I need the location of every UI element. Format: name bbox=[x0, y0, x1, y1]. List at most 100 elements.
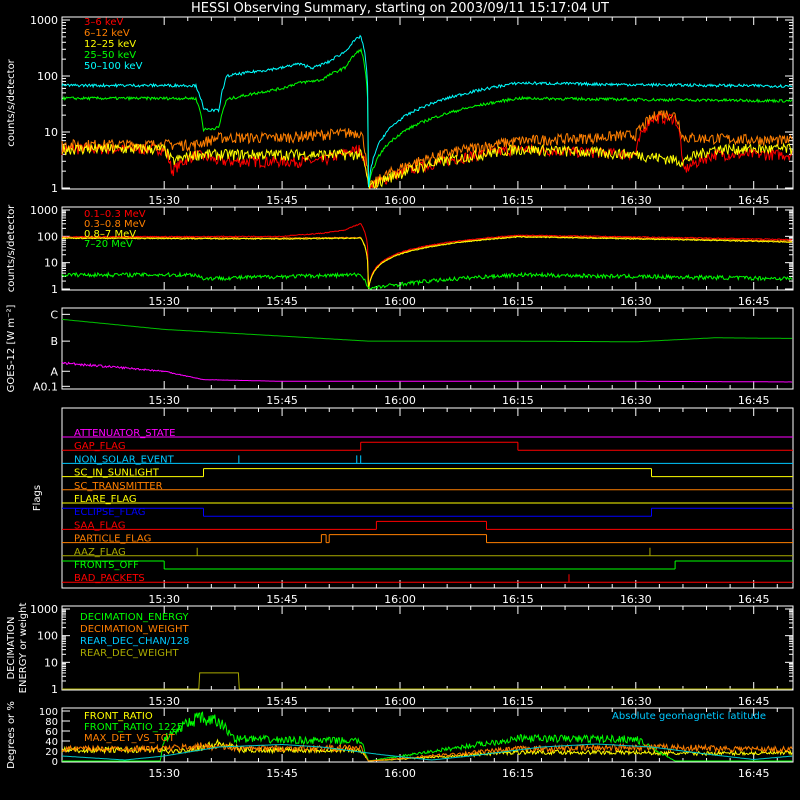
x-tick-label: 16:15 bbox=[502, 394, 534, 407]
flag-label: SC_IN_SUNLIGHT bbox=[74, 468, 160, 479]
ratio-series-line bbox=[62, 711, 793, 762]
x-tick-label: 15:45 bbox=[266, 695, 298, 708]
legend-entry: MAX_DET_VS_TOT bbox=[84, 733, 176, 744]
x-tick-label: 16:00 bbox=[384, 394, 416, 407]
x-tick-label: 16:45 bbox=[738, 695, 770, 708]
y-axis-label: DECIMATION bbox=[6, 616, 17, 679]
gamma-series-line bbox=[61, 271, 793, 290]
y-tick-label: 10 bbox=[44, 126, 58, 139]
geomag-annotation: Absolute geomagnetic latitude bbox=[612, 711, 766, 722]
y-tick-label: 1 bbox=[51, 283, 58, 296]
x-tick-label: 16:30 bbox=[620, 194, 652, 207]
x-tick-label: 15:30 bbox=[148, 593, 180, 606]
y-tick-label: 20 bbox=[45, 747, 58, 758]
x-tick-label: 16:15 bbox=[502, 695, 534, 708]
y-tick-label: 100 bbox=[37, 70, 58, 83]
legend-entry: 0.8–7 MeV bbox=[84, 229, 136, 240]
flag-trace bbox=[62, 560, 793, 570]
x-tick-label: 15:45 bbox=[266, 295, 298, 308]
legend-entry: FRONT_RATIO bbox=[84, 711, 153, 722]
flag-label: NON_SOLAR_EVENT bbox=[74, 454, 175, 465]
x-tick-label: 16:00 bbox=[384, 593, 416, 606]
y-axis-label: ENERGY or weight bbox=[18, 603, 29, 694]
flag-label: BAD_PACKETS bbox=[74, 573, 145, 584]
xray-series-line bbox=[62, 47, 793, 188]
y-tick-label: 60 bbox=[45, 727, 58, 738]
flag-label: FLARE_FLAG bbox=[74, 494, 137, 505]
xray-series-line bbox=[61, 110, 793, 189]
xray-series-line bbox=[61, 142, 793, 190]
y-axis-label: GOES-12 [W m⁻²] bbox=[6, 305, 17, 393]
x-tick-label: 16:00 bbox=[384, 194, 416, 207]
x-tick-label: 15:30 bbox=[148, 295, 180, 308]
flag-trace bbox=[62, 455, 793, 464]
y-tick-label: 1000 bbox=[30, 603, 58, 616]
plot-title: HESSI Observing Summary, starting on 200… bbox=[191, 1, 609, 16]
x-tick-label: 15:30 bbox=[148, 194, 180, 207]
flag-trace bbox=[62, 441, 793, 451]
y-tick-label: 1000 bbox=[30, 14, 58, 27]
x-tick-label: 15:45 bbox=[266, 394, 298, 407]
x-tick-label: 16:30 bbox=[620, 767, 652, 780]
x-tick-label: 15:30 bbox=[148, 767, 180, 780]
y-axis-label: counts/s/detector bbox=[6, 204, 17, 292]
y-tick-label: A bbox=[50, 365, 58, 378]
panel-frame-2 bbox=[61, 307, 794, 390]
panel-frame-5 bbox=[61, 707, 794, 763]
panel-frame-0 bbox=[61, 16, 794, 190]
flag-trace bbox=[62, 534, 793, 544]
y-tick-label: 1 bbox=[51, 683, 58, 696]
x-tick-label: 15:45 bbox=[266, 767, 298, 780]
x-tick-label: 16:30 bbox=[620, 593, 652, 606]
flag-label: ECLIPSE_FLAG bbox=[74, 507, 145, 518]
x-tick-label: 15:45 bbox=[266, 593, 298, 606]
legend-entry: 12–25 keV bbox=[84, 39, 136, 50]
legend-entry: 3–6 keV bbox=[84, 17, 123, 28]
flag-trace bbox=[62, 520, 793, 530]
y-axis-label: counts/s/detector bbox=[6, 58, 17, 146]
legend-entry: DECIMATION_ENERGY bbox=[80, 612, 189, 623]
panel-frame-3 bbox=[61, 407, 794, 589]
gamma-series-line bbox=[61, 223, 793, 289]
y-tick-label: 0 bbox=[52, 757, 58, 768]
y-tick-label: 1000 bbox=[30, 204, 58, 217]
x-tick-label: 15:30 bbox=[148, 394, 180, 407]
legend-entry: 6–12 keV bbox=[84, 28, 130, 39]
goes-series-line bbox=[61, 361, 793, 383]
x-tick-label: 16:45 bbox=[738, 593, 770, 606]
xray-series-line bbox=[61, 34, 793, 188]
x-tick-label: 16:15 bbox=[502, 767, 534, 780]
y-tick-label: 10 bbox=[44, 656, 58, 669]
flag-trace bbox=[62, 468, 793, 478]
legend-entry: FRONT_RATIO_1225 bbox=[84, 722, 183, 733]
x-tick-label: 16:00 bbox=[384, 767, 416, 780]
y-tick-label: 100 bbox=[37, 630, 58, 643]
x-tick-label: 15:45 bbox=[266, 194, 298, 207]
legend-entry: 7–20 MeV bbox=[84, 239, 133, 250]
y-tick-label: B bbox=[50, 335, 58, 348]
ratio-series-line bbox=[61, 738, 793, 762]
legend-entry: 0.1–0.3 MeV bbox=[84, 209, 146, 220]
legend-entry: REAR_DEC_WEIGHT bbox=[80, 648, 179, 659]
x-tick-label: 16:00 bbox=[384, 295, 416, 308]
x-tick-label: 16:45 bbox=[738, 394, 770, 407]
xray-series-line bbox=[61, 111, 793, 189]
x-tick-label: 15:30 bbox=[148, 695, 180, 708]
y-tick-label: 10 bbox=[44, 257, 58, 270]
legend-entry: 0.3–0.8 MeV bbox=[84, 219, 146, 230]
gamma-series-line bbox=[61, 235, 793, 290]
legend-entry: REAR_DEC_CHAN/128 bbox=[80, 636, 189, 647]
decimation-series-line bbox=[62, 672, 793, 690]
legend-entry: 50–100 keV bbox=[84, 61, 143, 72]
x-tick-label: 16:30 bbox=[620, 695, 652, 708]
flag-trace bbox=[62, 574, 793, 583]
flag-trace bbox=[62, 547, 793, 557]
x-tick-label: 16:30 bbox=[620, 295, 652, 308]
y-axis-label: Flags bbox=[32, 485, 43, 511]
flag-label: PARTICLE_FLAG bbox=[74, 534, 151, 545]
x-tick-label: 16:00 bbox=[384, 695, 416, 708]
y-tick-label: 80 bbox=[45, 717, 58, 728]
legend-entry: DECIMATION_WEIGHT bbox=[80, 624, 189, 635]
y-tick-label: A0.1 bbox=[33, 380, 58, 393]
